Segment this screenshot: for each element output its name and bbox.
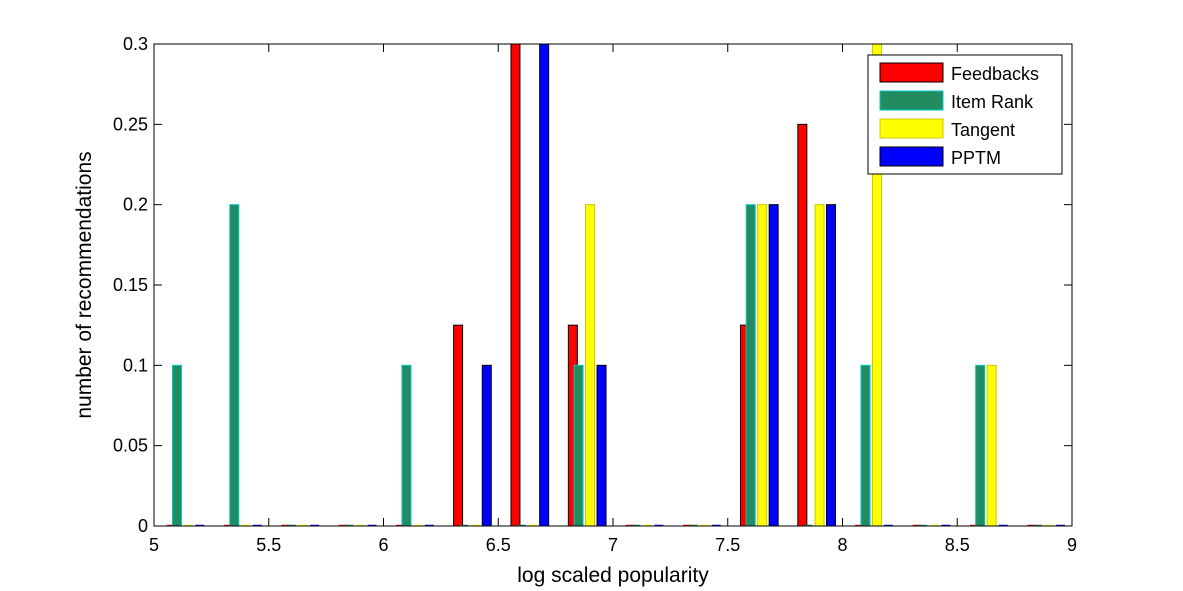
- bar-feedbacks: [797, 123, 808, 527]
- y-axis-label: number of recommendations: [73, 151, 96, 418]
- y-tick-label: 0: [138, 516, 148, 536]
- bar-pptm: [768, 204, 779, 527]
- bar-pptm: [596, 364, 607, 527]
- y-tick-label: 0.05: [113, 436, 148, 456]
- x-tick-label: 6: [378, 535, 388, 555]
- bar-item-rank: [745, 204, 756, 527]
- legend-swatch-feedbacks: [879, 62, 944, 83]
- legend-swatch-item-rank: [879, 90, 944, 111]
- bar-pptm: [826, 204, 837, 527]
- legend-label-feedbacks: Feedbacks: [951, 64, 1039, 84]
- x-tick-label: 9: [1067, 535, 1077, 555]
- x-tick-label: 7.5: [715, 535, 740, 555]
- y-axis: 0 0.05 0.1 0.15 0.2 0.25 0.3: [113, 34, 1072, 536]
- x-axis-label: log scaled popularity: [517, 564, 709, 587]
- bar-item-rank: [171, 364, 182, 527]
- y-tick-label: 0.2: [123, 195, 148, 215]
- x-axis: 5 5.5 6 6.5 7 7.5 8 8.5 9: [149, 44, 1077, 555]
- bar-feedbacks: [510, 43, 521, 527]
- bar-item-rank: [401, 364, 412, 527]
- y-tick-label: 0.3: [123, 34, 148, 54]
- y-tick-label: 0.25: [113, 114, 148, 134]
- bar-pptm: [539, 43, 550, 527]
- x-tick-label: 7: [608, 535, 618, 555]
- bar-item-rank: [975, 364, 986, 527]
- bar-feedbacks: [453, 324, 464, 527]
- x-tick-label: 8.5: [945, 535, 970, 555]
- legend: Feedbacks Item Rank Tangent PPTM: [867, 54, 1063, 175]
- bar-tangent: [757, 204, 768, 527]
- legend-swatch-pptm: [879, 146, 944, 167]
- bar-tangent: [814, 204, 825, 527]
- legend-label-item-rank: Item Rank: [951, 92, 1034, 112]
- y-tick-label: 0.1: [123, 355, 148, 375]
- bar-pptm: [481, 364, 492, 527]
- x-tick-label: 8: [837, 535, 847, 555]
- bar-item-rank: [860, 364, 871, 527]
- x-tick-label: 5: [149, 535, 159, 555]
- bar-tangent: [986, 364, 997, 527]
- bar-item-rank: [573, 364, 584, 527]
- bar-item-rank: [229, 204, 240, 527]
- bar-tangent: [585, 204, 596, 527]
- legend-swatch-tangent: [879, 118, 944, 139]
- legend-label-tangent: Tangent: [951, 120, 1015, 140]
- x-tick-label: 5.5: [256, 535, 281, 555]
- legend-label-pptm: PPTM: [951, 148, 1001, 168]
- x-tick-label: 6.5: [486, 535, 511, 555]
- y-tick-label: 0.15: [113, 275, 148, 295]
